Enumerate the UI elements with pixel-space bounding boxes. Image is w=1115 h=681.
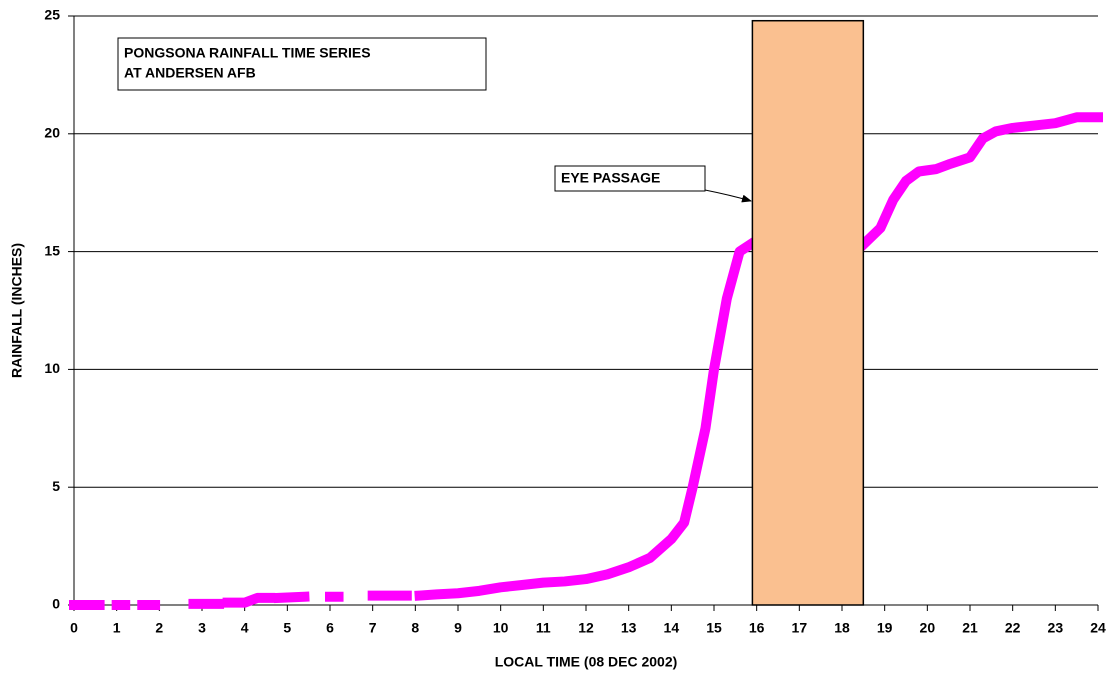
y-tick-label: 15 bbox=[44, 242, 60, 258]
y-axis-label: RAINFALL (INCHES) bbox=[9, 243, 25, 378]
x-tick-label: 24 bbox=[1090, 620, 1106, 636]
x-tick-label: 5 bbox=[283, 620, 291, 636]
y-tick-label: 0 bbox=[52, 596, 60, 612]
x-tick-label: 23 bbox=[1048, 620, 1064, 636]
x-tick-label: 2 bbox=[155, 620, 163, 636]
x-tick-label: 15 bbox=[706, 620, 722, 636]
x-tick-label: 19 bbox=[877, 620, 893, 636]
annotation-arrow bbox=[704, 189, 752, 203]
x-tick-label: 14 bbox=[664, 620, 680, 636]
x-tick-label: 17 bbox=[792, 620, 808, 636]
x-tick-label: 3 bbox=[198, 620, 206, 636]
y-tick-label: 5 bbox=[52, 478, 60, 494]
chart-title: PONGSONA RAINFALL TIME SERIES bbox=[124, 45, 371, 61]
eye-band bbox=[751, 19, 865, 606]
x-tick-label: 22 bbox=[1005, 620, 1021, 636]
chart-title: AT ANDERSEN AFB bbox=[124, 65, 256, 81]
x-tick-label: 13 bbox=[621, 620, 637, 636]
x-tick-label: 8 bbox=[411, 620, 419, 636]
x-tick-label: 4 bbox=[241, 620, 249, 636]
x-tick-label: 0 bbox=[70, 620, 78, 636]
x-axis-label: LOCAL TIME (08 DEC 2002) bbox=[495, 654, 678, 670]
y-tick-label: 10 bbox=[44, 360, 60, 376]
x-tick-label: 9 bbox=[454, 620, 462, 636]
x-tick-label: 6 bbox=[326, 620, 334, 636]
x-tick-label: 1 bbox=[113, 620, 121, 636]
x-tick-label: 16 bbox=[749, 620, 765, 636]
x-tick-label: 20 bbox=[920, 620, 936, 636]
x-tick-label: 12 bbox=[578, 620, 594, 636]
x-tick-label: 21 bbox=[962, 620, 978, 636]
x-tick-label: 18 bbox=[834, 620, 850, 636]
x-tick-label: 10 bbox=[493, 620, 509, 636]
x-tick-label: 7 bbox=[369, 620, 377, 636]
x-tick-label: 11 bbox=[536, 620, 551, 636]
annotation: EYE PASSAGE bbox=[561, 170, 660, 186]
data-line bbox=[69, 112, 1103, 610]
y-tick-label: 25 bbox=[44, 7, 60, 23]
annotation-box bbox=[554, 165, 706, 192]
title-box bbox=[117, 37, 487, 91]
y-tick-label: 20 bbox=[44, 125, 60, 141]
